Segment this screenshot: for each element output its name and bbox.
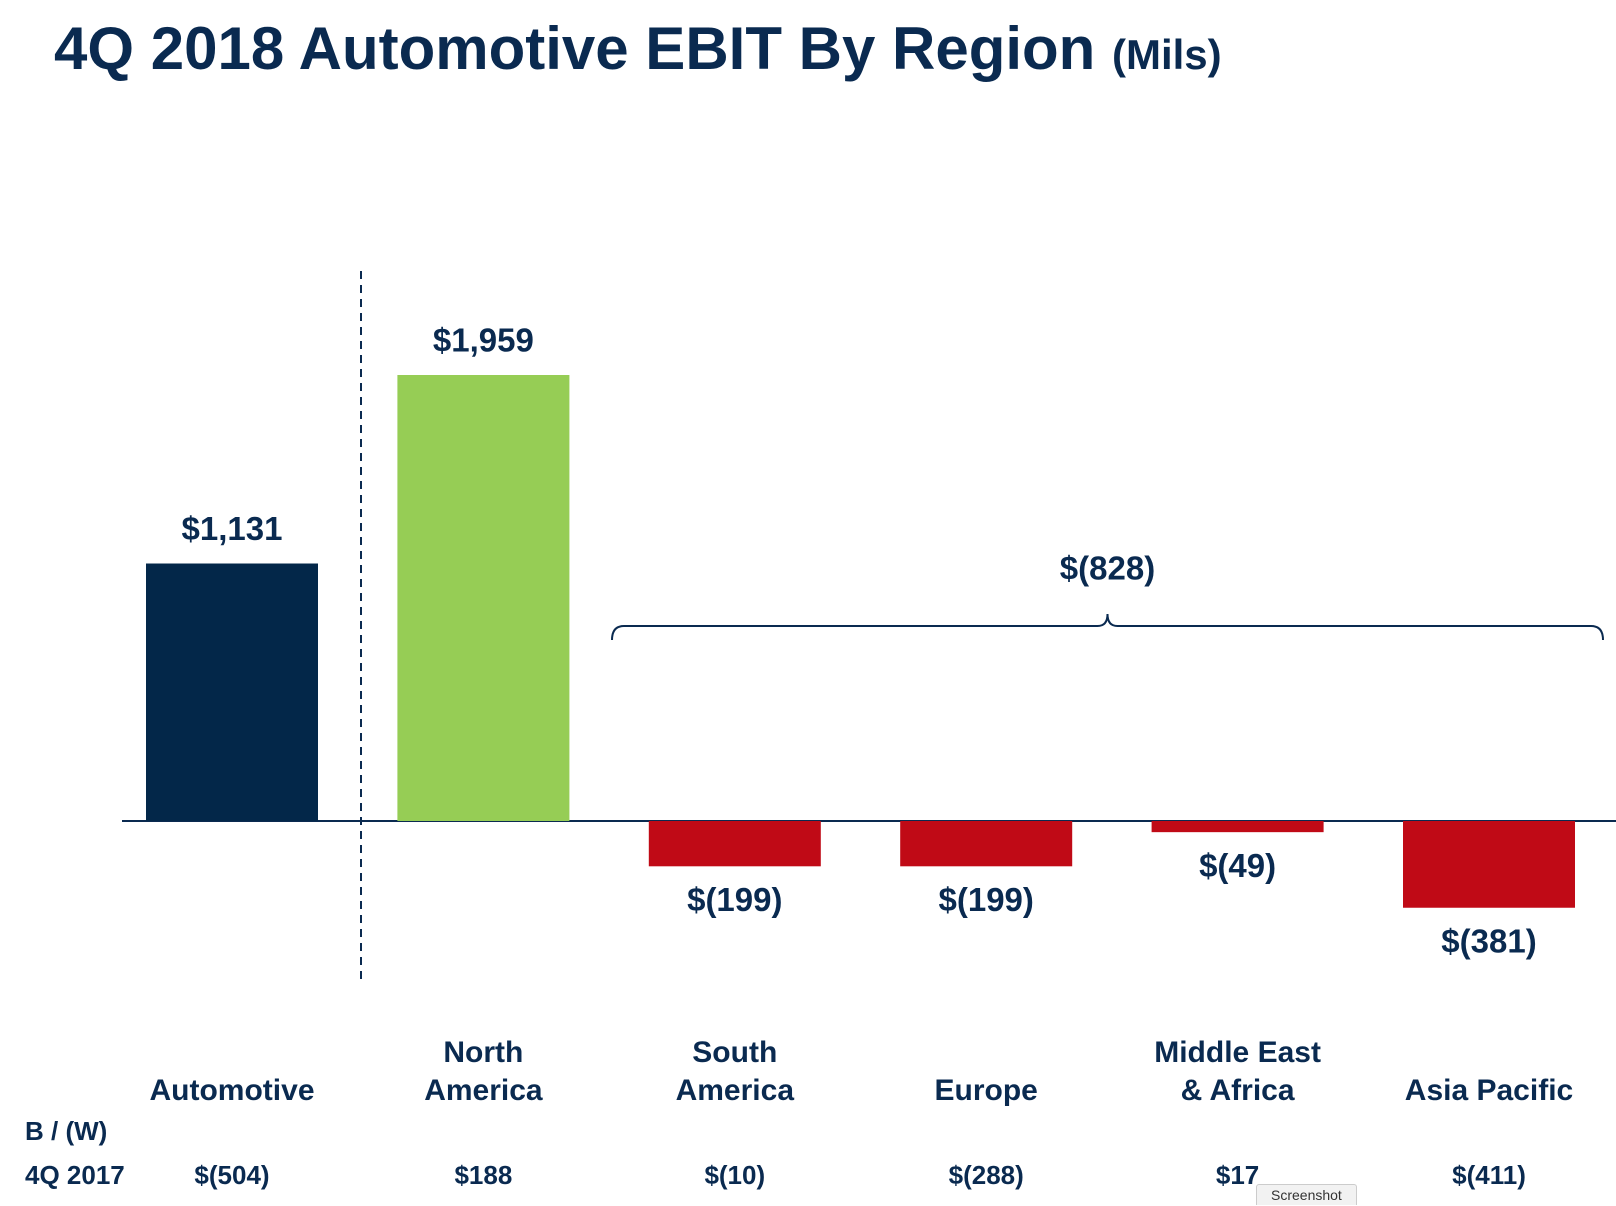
bar xyxy=(1151,821,1324,833)
value-label: $(381) xyxy=(1441,922,1536,959)
bracket-label: $(828) xyxy=(1060,550,1155,587)
category-label: Automotive xyxy=(149,1074,315,1107)
bar xyxy=(648,821,821,867)
comparison-value: $17 xyxy=(1215,1160,1260,1190)
comparison-value: $188 xyxy=(454,1160,513,1190)
comparison-label: B / (W) xyxy=(25,1116,108,1146)
category-label: Europe xyxy=(934,1074,1038,1107)
bar xyxy=(900,821,1073,867)
title-unit: (Mils) xyxy=(1112,31,1222,78)
value-label: $(199) xyxy=(687,881,782,918)
value-label: $1,959 xyxy=(433,322,534,359)
bar xyxy=(146,563,318,821)
comparison-value: $(411) xyxy=(1452,1160,1526,1190)
comparison-value: $(504) xyxy=(194,1160,270,1190)
comparison-value: $(10) xyxy=(704,1160,766,1190)
value-label: $(199) xyxy=(939,881,1034,918)
category-label: Middle East & Africa xyxy=(1154,1036,1321,1107)
value-label: $(49) xyxy=(1199,847,1276,884)
bar xyxy=(1403,821,1575,908)
bracket xyxy=(611,613,1604,641)
bar xyxy=(397,375,570,821)
chart-title: 4Q 2018 Automotive EBIT By Region xyxy=(54,15,1096,82)
tooltip: Screenshot xyxy=(1256,1184,1357,1205)
category-label: South America xyxy=(675,1036,794,1107)
category-label: North America xyxy=(424,1036,543,1107)
comparison-period: 4Q 2017 xyxy=(25,1160,125,1190)
value-label: $1,131 xyxy=(182,510,283,547)
category-label: Asia Pacific xyxy=(1404,1074,1574,1107)
title-block: 4Q 2018 Automotive EBIT By Region (Mils) xyxy=(54,14,1222,83)
comparison-value: $(288) xyxy=(948,1160,1024,1190)
